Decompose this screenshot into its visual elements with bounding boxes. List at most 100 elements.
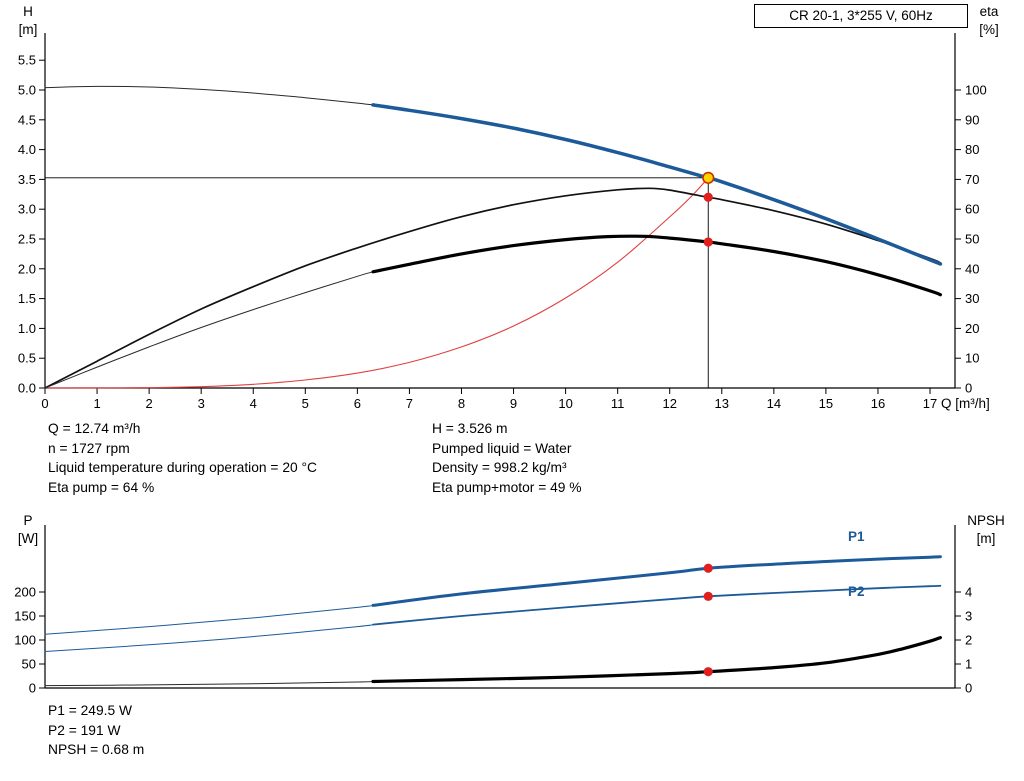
y-right-tick-label: 2 [965, 633, 972, 648]
y-right-tick-label: 1 [965, 657, 972, 672]
series-qh-curve [371, 103, 943, 266]
x-tick-label: 3 [198, 396, 205, 411]
x-tick-label: 1 [93, 396, 100, 411]
y-left-tick-label: 5.5 [18, 53, 36, 68]
x-tick-label: 11 [611, 396, 625, 411]
power-npsh-chart: 0 50 100 150 200 0 1 2 3 4 [14, 525, 972, 696]
info-density: Density = 998.2 kg/m³ [432, 460, 567, 475]
y-right-tick-label: 4 [965, 585, 972, 600]
x-tick-label: 15 [819, 396, 833, 411]
x-tick-label: 8 [458, 396, 465, 411]
eta-axis-unit: [%] [979, 22, 999, 37]
q-axis-title: Q [m³/h] [941, 396, 990, 411]
p2-curve-label: P2 [848, 584, 865, 599]
y-right-tick-label: 10 [965, 351, 979, 366]
npsh-axis-unit: [m] [976, 531, 996, 546]
duty-marker [703, 591, 713, 601]
eta-axis-label: eta [979, 4, 999, 19]
y-right-tick-label: 0 [965, 381, 972, 396]
y-left-tick-label: 50 [22, 657, 36, 672]
x-tick-label: 13 [715, 396, 729, 411]
info-eta-pump: Eta pump = 64 % [48, 479, 155, 495]
series-eta-pump [44, 187, 942, 389]
p1-curve-label: P1 [848, 529, 865, 544]
y-left-tick-label: 100 [14, 633, 36, 648]
y-left-tick-label: 0.0 [18, 381, 36, 396]
info-p2: P2 = 191 W [48, 722, 121, 738]
y-right-tick-label: 0 [965, 681, 972, 696]
pump-title-box: CR 20-1, 3*255 V, 60Hz [754, 4, 968, 28]
p-axis-unit: [W] [17, 531, 39, 546]
y-right-tick-label: 100 [965, 83, 987, 98]
duty-marker [703, 563, 713, 573]
y-left-tick-label: 2.5 [18, 232, 36, 247]
x-tick-label: 10 [558, 396, 572, 411]
y-right-tick-label: 50 [965, 232, 979, 247]
h-axis-title: H [m] [6, 3, 50, 39]
x-tick-label: 4 [250, 396, 257, 411]
y-left-tick-label: 1.5 [18, 291, 36, 306]
duty-info-right: H = 3.526 m Pumped liquid = Water Densit… [432, 419, 582, 497]
series-system-curve [44, 177, 709, 389]
y-left-tick-label: 3.0 [18, 202, 36, 217]
duty-marker [703, 667, 713, 677]
h-axis-label: H [23, 4, 33, 19]
eta-axis-title: eta [%] [966, 3, 1012, 39]
y-left-tick-label: 0.5 [18, 351, 36, 366]
info-p1: P1 = 249.5 W [48, 703, 132, 718]
info-npsh: NPSH = 0.68 m [48, 742, 145, 757]
series-eta-pump-motor [371, 234, 942, 297]
y-right-tick-label: 30 [965, 291, 979, 306]
y-left-tick-label: 4.5 [18, 112, 36, 127]
x-tick-label: 7 [406, 396, 413, 411]
y-left-tick-label: 200 [14, 585, 36, 600]
info-speed: n = 1727 rpm [48, 440, 130, 456]
qh-eta-chart: 0.00.51.01.52.02.53.03.54.04.55.05.50102… [18, 33, 987, 411]
y-right-tick-label: 40 [965, 261, 979, 276]
y-left-tick-label: 1.0 [18, 321, 36, 336]
series-p2-extended [44, 624, 374, 652]
info-pumped-liquid: Pumped liquid = Water [432, 440, 572, 456]
info-liquid-temp: Liquid temperature during operation = 20… [48, 460, 317, 475]
npsh-axis-title: NPSH [m] [955, 512, 1017, 548]
y-left-tick-label: 2.0 [18, 261, 36, 276]
y-left-tick-label: 3.5 [18, 172, 36, 187]
y-right-tick-label: 70 [965, 172, 979, 187]
x-tick-label: 17 [923, 396, 937, 411]
series-eta-pump-motor-extended [44, 271, 374, 389]
h-axis-unit: [m] [18, 22, 38, 37]
y-right-tick-label: 20 [965, 321, 979, 336]
series-npsh-extended [44, 681, 374, 687]
x-tick-label: 16 [871, 396, 885, 411]
info-q: Q = 12.74 m³/h [48, 421, 141, 436]
p-axis-label: P [23, 513, 33, 528]
y-left-tick-label: 0 [29, 681, 36, 696]
x-tick-label: 12 [662, 396, 676, 411]
x-tick-label: 9 [510, 396, 517, 411]
series-qh-extended [44, 85, 374, 106]
duty-marker [703, 192, 713, 202]
x-tick-label: 6 [354, 396, 361, 411]
npsh-axis-label: NPSH [967, 513, 1005, 528]
x-tick-label: 5 [302, 396, 309, 411]
info-h: H = 3.526 m [432, 421, 508, 436]
y-right-tick-label: 80 [965, 142, 979, 157]
duty-info-left: Q = 12.74 m³/h n = 1727 rpm Liquid tempe… [48, 419, 317, 497]
y-left-tick-label: 4.0 [18, 142, 36, 157]
info-eta-pump-motor: Eta pump+motor = 49 % [432, 479, 582, 495]
series-npsh-curve [371, 636, 942, 684]
power-info: P1 = 249.5 W P2 = 191 W NPSH = 0.68 m [48, 701, 144, 760]
x-tick-label: 14 [767, 396, 781, 411]
series-p1-extended [44, 604, 374, 635]
y-left-tick-label: 150 [14, 609, 36, 624]
p-axis-title: P [W] [6, 512, 50, 548]
y-right-tick-label: 3 [965, 609, 972, 624]
y-right-tick-label: 90 [965, 112, 979, 127]
duty-marker [702, 171, 715, 184]
x-tick-label: 2 [146, 396, 153, 411]
y-left-tick-label: 5.0 [18, 83, 36, 98]
duty-marker [703, 237, 713, 247]
x-tick-label: 0 [41, 396, 48, 411]
